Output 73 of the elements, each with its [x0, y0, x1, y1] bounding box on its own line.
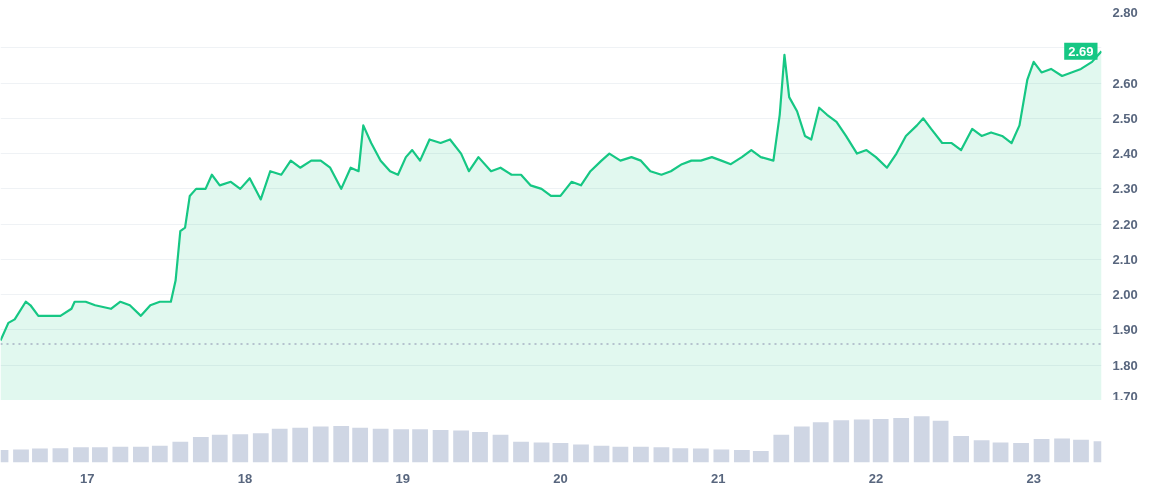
bar — [151, 445, 168, 463]
y-tick-label: 2.10 — [1112, 251, 1138, 267]
y-tick-label: 2.20 — [1112, 216, 1138, 232]
bar — [893, 418, 910, 463]
bar — [713, 449, 730, 463]
bar — [211, 434, 228, 463]
bar — [292, 427, 309, 463]
bar — [112, 446, 129, 463]
bar — [773, 434, 790, 463]
x-tick-label: 17 — [80, 470, 95, 486]
y-tick-label: 2.80 — [1112, 5, 1138, 20]
y-tick-label: 2.40 — [1112, 146, 1138, 162]
bar — [672, 448, 689, 463]
bar — [1073, 439, 1089, 463]
x-tick-label: 22 — [868, 470, 884, 486]
bar — [1054, 438, 1070, 463]
bar — [13, 449, 29, 463]
y-tick-label: 1.80 — [1112, 357, 1138, 373]
bar — [192, 437, 209, 463]
bar — [252, 433, 269, 463]
annotation: 2.69 — [1068, 43, 1094, 59]
y-tick-label: 2.60 — [1112, 75, 1138, 91]
bar — [992, 442, 1009, 463]
bar — [453, 430, 469, 463]
bar — [533, 442, 550, 463]
bar — [752, 450, 769, 463]
bar — [333, 425, 350, 463]
bar — [633, 446, 649, 463]
bar — [913, 416, 930, 463]
bar — [372, 428, 389, 463]
bar — [312, 426, 329, 463]
bar — [932, 420, 949, 463]
x-tick-label: 18 — [237, 470, 253, 486]
bar — [1013, 443, 1029, 463]
y-tick-label: 1.70 — [1112, 388, 1138, 404]
bar — [492, 434, 509, 463]
bar — [833, 420, 850, 463]
bar — [953, 436, 969, 463]
bar — [812, 422, 829, 463]
bar — [793, 426, 810, 463]
bar — [91, 447, 108, 463]
bar — [612, 446, 629, 463]
bar — [432, 430, 449, 463]
bar — [232, 434, 249, 463]
bar — [573, 444, 589, 463]
bar — [271, 428, 288, 463]
bar — [872, 418, 889, 463]
bar — [653, 447, 670, 463]
bar — [52, 448, 69, 463]
bar — [552, 443, 569, 463]
bar — [412, 429, 428, 463]
x-tick-label: 21 — [710, 470, 726, 486]
x-tick-label: 20 — [553, 470, 568, 486]
bar — [593, 445, 610, 463]
bar — [1033, 438, 1050, 463]
bar — [172, 441, 189, 463]
bar — [513, 441, 529, 463]
bar — [853, 419, 870, 463]
bar — [352, 427, 369, 463]
bar — [733, 450, 750, 463]
y-tick-label: 2.00 — [1112, 287, 1138, 303]
bar — [73, 447, 89, 463]
bar — [692, 448, 709, 463]
bar — [133, 446, 149, 463]
x-tick-label: 19 — [395, 470, 410, 486]
bar — [393, 429, 410, 463]
x-tick-label: 23 — [1026, 470, 1041, 486]
bar — [472, 431, 488, 463]
y-tick-label: 2.50 — [1112, 110, 1138, 126]
y-tick-label: 1.90 — [1112, 322, 1138, 338]
bar — [973, 440, 990, 463]
y-tick-label: 2.30 — [1112, 181, 1138, 197]
bar — [32, 448, 48, 463]
